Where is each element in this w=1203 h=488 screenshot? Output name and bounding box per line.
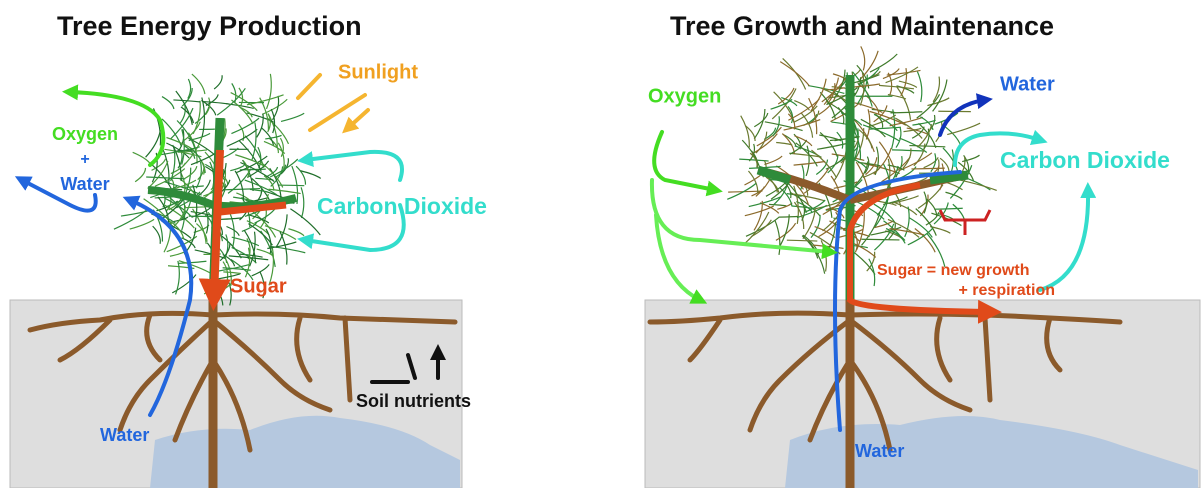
- needle: [821, 240, 826, 271]
- needle: [815, 227, 835, 238]
- needle: [765, 122, 803, 131]
- needle: [870, 54, 897, 72]
- needle: [811, 79, 826, 111]
- label: Water: [1000, 73, 1055, 95]
- needle: [958, 180, 996, 191]
- needle: [775, 220, 780, 255]
- needle: [276, 214, 287, 247]
- needle: [780, 62, 809, 86]
- needle: [892, 150, 925, 151]
- needle: [879, 85, 914, 88]
- needle: [223, 272, 241, 274]
- needle: [206, 94, 218, 105]
- label: Water: [60, 174, 109, 194]
- needle: [153, 226, 161, 244]
- label: Water: [100, 425, 149, 445]
- panel-title: Tree Energy Production: [57, 11, 362, 41]
- needle: [195, 107, 209, 124]
- needle: [281, 113, 304, 121]
- needle: [296, 166, 305, 184]
- needle: [890, 112, 922, 113]
- needle: [266, 74, 271, 109]
- needle: [745, 206, 774, 216]
- panel-title: Tree Growth and Maintenance: [670, 11, 1054, 41]
- needle: [813, 245, 844, 248]
- needle: [146, 177, 185, 179]
- needle: [787, 240, 817, 241]
- label: +: [80, 151, 89, 168]
- needle: [245, 248, 249, 278]
- needle: [301, 187, 304, 218]
- needle: [220, 218, 242, 220]
- co2-arrow: [305, 152, 402, 180]
- needle: [892, 196, 919, 203]
- needle: [265, 135, 281, 139]
- needle: [783, 58, 806, 89]
- needle: [861, 46, 865, 70]
- needle: [130, 219, 154, 229]
- oxygen-arrow: [656, 215, 700, 300]
- needle: [754, 113, 768, 127]
- needle: [769, 204, 786, 206]
- label: Oxygen: [52, 124, 118, 144]
- oxygen-arrow: [654, 132, 715, 190]
- needle: [943, 125, 961, 145]
- needle: [912, 120, 935, 125]
- needle: [162, 97, 174, 109]
- needle: [895, 203, 916, 215]
- needle: [947, 123, 980, 134]
- label: Sugar = new growth: [877, 262, 1029, 279]
- needle: [240, 107, 252, 117]
- panel-right: Tree Growth and Maintenance Oxygen Water…: [645, 11, 1200, 488]
- needle: [945, 192, 962, 199]
- needle: [854, 232, 857, 252]
- needle: [933, 77, 939, 102]
- needle: [911, 168, 944, 169]
- label: Carbon Dioxide: [317, 193, 487, 219]
- needle: [905, 207, 909, 237]
- label: Soil nutrients: [356, 391, 471, 411]
- label: + respiration: [959, 282, 1055, 299]
- needle: [899, 81, 917, 87]
- needle: [756, 132, 767, 153]
- diagram: Tree Energy Production Sunlight Oxygen +…: [0, 0, 1203, 488]
- co2-arrow: [1040, 190, 1088, 290]
- needle: [114, 210, 146, 229]
- needle: [180, 104, 185, 123]
- needle: [135, 168, 145, 182]
- needle: [869, 259, 875, 286]
- needle: [940, 158, 949, 172]
- needle: [779, 216, 799, 217]
- needle: [746, 217, 779, 236]
- needle: [745, 212, 769, 244]
- needle: [927, 98, 949, 106]
- label: Sunlight: [338, 61, 418, 83]
- needle: [196, 162, 201, 188]
- needle: [192, 74, 205, 94]
- needle: [226, 227, 239, 236]
- needle: [861, 239, 899, 240]
- label: Water: [855, 441, 904, 461]
- panel-left: Tree Energy Production Sunlight Oxygen +…: [10, 11, 487, 488]
- label: Carbon Dioxide: [1000, 147, 1170, 173]
- needle: [214, 75, 222, 89]
- needle: [784, 120, 821, 131]
- label: Oxygen: [648, 85, 721, 107]
- needle: [909, 146, 945, 147]
- needle: [288, 229, 304, 236]
- needle: [897, 87, 911, 120]
- label: Sugar: [230, 275, 287, 297]
- needle: [917, 72, 921, 102]
- needle: [764, 156, 782, 164]
